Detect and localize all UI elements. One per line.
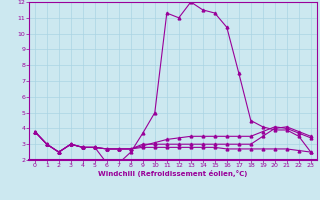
X-axis label: Windchill (Refroidissement éolien,°C): Windchill (Refroidissement éolien,°C) bbox=[98, 170, 247, 177]
